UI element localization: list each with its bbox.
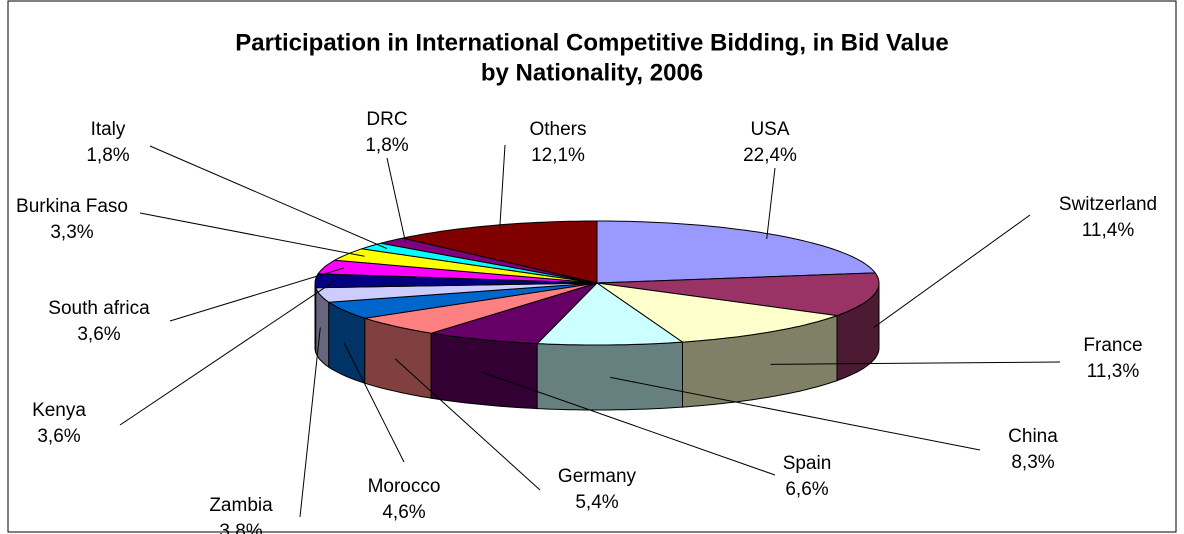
value-label: 1,8%	[86, 145, 129, 166]
value-label: 3,8%	[219, 521, 262, 534]
leader-line	[610, 376, 981, 451]
category-label: Italy	[91, 119, 126, 140]
leader-line	[499, 144, 506, 230]
category-label: France	[1083, 335, 1142, 356]
leader-line	[766, 167, 776, 240]
chart-title: by Nationality, 2006	[481, 59, 703, 86]
pie-side	[536, 341, 683, 411]
leader-line	[481, 371, 776, 476]
pie-slice	[596, 220, 877, 284]
category-label: Zambia	[209, 495, 273, 516]
category-label: Others	[529, 119, 586, 140]
value-label: 1,8%	[365, 135, 408, 156]
value-label: 12,1%	[531, 145, 585, 166]
category-label: China	[1008, 426, 1058, 447]
value-label: 3,3%	[50, 222, 93, 243]
chart-title: Participation in International Competiti…	[235, 29, 948, 56]
pie-side	[430, 332, 538, 410]
category-label: South africa	[48, 298, 150, 319]
value-label: 3,6%	[37, 426, 80, 447]
leader-line	[169, 267, 344, 322]
category-label: Morocco	[368, 476, 441, 497]
leader-line	[139, 212, 365, 257]
category-label: Kenya	[32, 400, 86, 421]
leader-line	[119, 280, 336, 426]
leader-line	[149, 145, 387, 249]
value-label: 11,4%	[1082, 220, 1135, 241]
category-label: DRC	[366, 109, 407, 130]
category-label: Spain	[783, 453, 832, 474]
pie-slice	[361, 242, 598, 284]
value-label: 6,6%	[785, 479, 828, 500]
category-label: Switzerland	[1059, 194, 1157, 215]
value-label: 22,4%	[743, 145, 797, 166]
leader-line	[386, 157, 407, 244]
pie-slice	[333, 248, 598, 284]
value-label: 5,4%	[575, 492, 618, 513]
leader-line	[343, 342, 405, 463]
category-label: USA	[750, 119, 789, 140]
leader-line	[873, 214, 1031, 328]
pie-slice	[402, 220, 598, 284]
value-label: 11,3%	[1087, 361, 1140, 382]
value-label: 3,6%	[77, 324, 120, 345]
pie-slice	[596, 282, 838, 343]
pie-slice	[364, 282, 598, 334]
pie-slice	[314, 273, 598, 289]
pie-slice	[315, 282, 598, 303]
pie-slice	[596, 272, 880, 317]
category-label: Burkina Faso	[16, 196, 128, 217]
value-label: 4,6%	[382, 502, 425, 523]
pie-slice	[536, 282, 684, 346]
pie-slice	[380, 237, 598, 284]
category-label: Germany	[558, 466, 637, 487]
leader-line	[299, 327, 321, 518]
pie-slice	[431, 282, 598, 345]
leader-line	[394, 358, 541, 491]
value-label: 8,3%	[1011, 452, 1054, 473]
leader-line	[770, 361, 1061, 365]
pie-slice	[327, 282, 598, 319]
